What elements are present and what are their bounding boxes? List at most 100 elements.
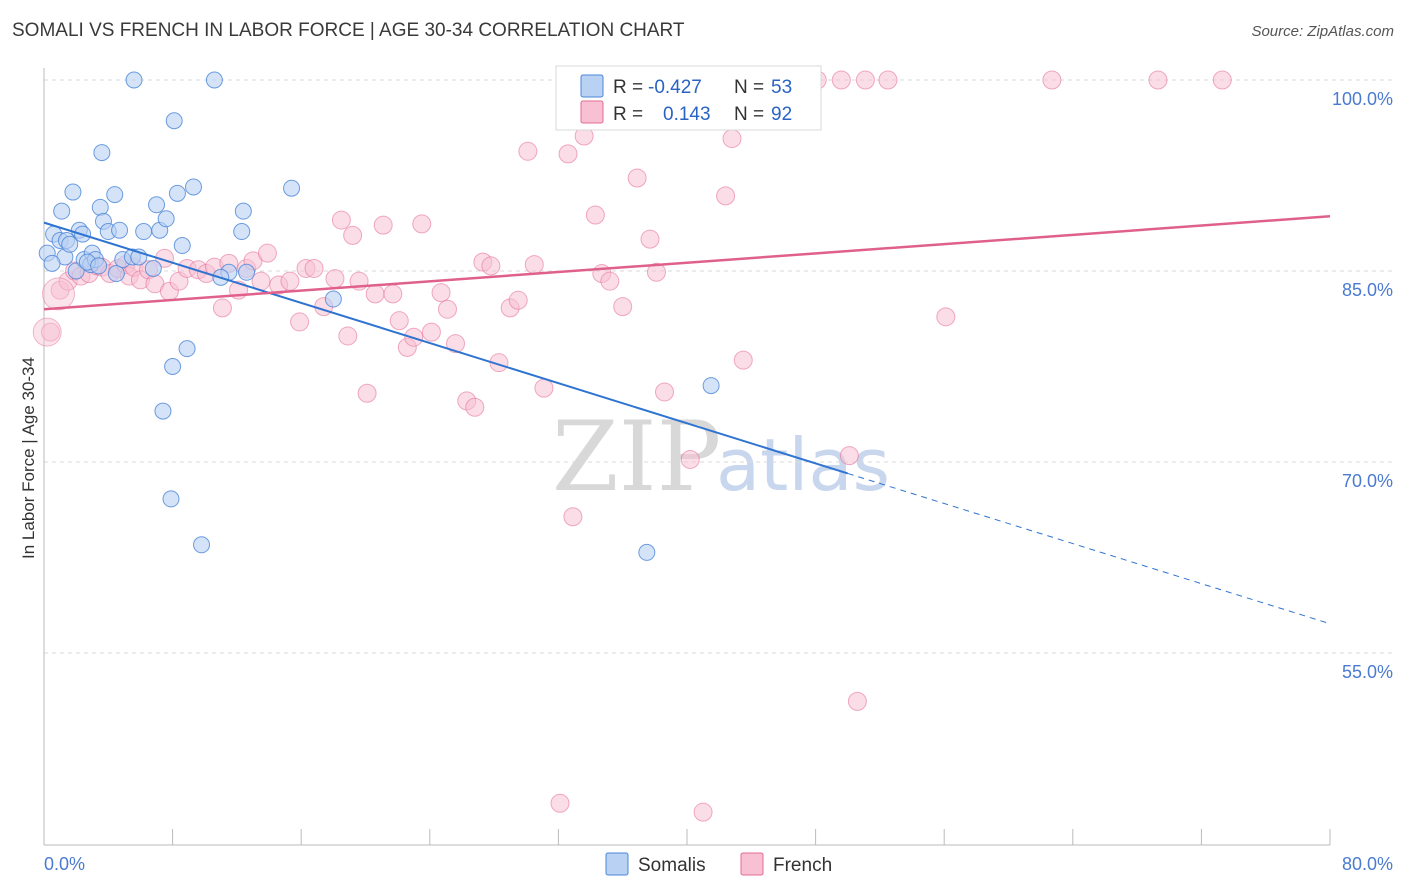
somali-point <box>61 235 79 253</box>
french-point <box>357 383 377 403</box>
somali-point <box>178 340 196 358</box>
watermark-atlas: atlas <box>716 423 890 507</box>
french-point <box>40 322 60 342</box>
y-axis-label: In Labor Force | Age 30-34 <box>19 357 38 559</box>
series-legend-label-french: French <box>773 855 832 876</box>
somali-point <box>91 198 109 216</box>
somali-point <box>53 202 71 220</box>
somali-point <box>233 223 251 241</box>
somali-trend-line <box>43 221 849 475</box>
somali-point <box>168 184 186 202</box>
french-point <box>585 205 605 225</box>
series-legend-swatch-somalis <box>605 852 629 876</box>
french-point <box>839 446 859 466</box>
french-point <box>1212 70 1232 90</box>
y-tick-label: 70.0% <box>1342 471 1393 491</box>
somali-point <box>148 196 166 214</box>
series-legend-swatch-french <box>740 852 764 876</box>
french-point <box>1148 70 1168 90</box>
somali-point <box>111 221 129 239</box>
chart-title: SOMALI VS FRENCH IN LABOR FORCE | AGE 30… <box>12 20 685 41</box>
somali-point <box>93 144 111 162</box>
somali-point <box>135 223 153 241</box>
somali-point <box>90 257 108 275</box>
french-point <box>600 271 620 291</box>
y-tick-label: 100.0% <box>1332 89 1393 109</box>
legend-n-value-somalis: 53 <box>771 77 792 98</box>
french-point <box>290 312 310 332</box>
legend-swatch-french <box>580 100 604 124</box>
somali-points <box>38 71 720 561</box>
french-point <box>716 186 736 206</box>
french-points <box>32 70 1232 822</box>
somali-point <box>107 265 125 283</box>
correlation-legend: R = -0.427 N = 53 R = 0.143 N = 92 <box>555 65 822 131</box>
somali-point <box>184 178 202 196</box>
somali-point <box>164 358 182 375</box>
french-point <box>733 350 753 370</box>
french-point <box>1042 70 1062 90</box>
somali-trend-projection <box>847 472 1331 625</box>
french-point <box>437 299 457 319</box>
french-point <box>878 70 898 90</box>
french-point <box>412 214 432 234</box>
french-point <box>550 793 570 813</box>
somali-point <box>144 259 162 277</box>
y-tick-label: 55.0% <box>1342 662 1393 682</box>
french-point <box>831 70 851 90</box>
french-point <box>613 297 633 317</box>
french-point <box>481 256 501 276</box>
french-point <box>389 311 409 331</box>
grid-layer <box>44 79 1392 654</box>
french-point <box>936 307 956 327</box>
french-point <box>722 129 742 149</box>
legend-r-value-somalis: -0.427 <box>648 77 702 98</box>
french-point <box>304 258 324 278</box>
french-point <box>257 243 277 263</box>
somali-point <box>205 71 223 89</box>
french-point <box>331 210 351 230</box>
french-point <box>518 141 538 161</box>
somali-point <box>43 254 61 272</box>
french-point <box>280 271 300 291</box>
french-point <box>343 225 363 245</box>
tick-layer: 55.0% 70.0% 85.0% 100.0% 0.0% 80.0% <box>44 89 1393 874</box>
french-point <box>563 507 583 527</box>
french-point <box>373 215 393 235</box>
trend-layer <box>43 214 1331 625</box>
somali-point <box>64 183 82 201</box>
axes-layer <box>43 68 1331 846</box>
french-point <box>431 283 451 303</box>
somali-point <box>324 290 342 308</box>
french-point <box>508 290 528 310</box>
legend-n-value-french: 92 <box>771 104 792 125</box>
legend-n-label-french: N = <box>734 104 764 125</box>
french-point <box>365 284 385 304</box>
series-legend: Somalis French <box>605 852 832 876</box>
source-credit: Source: ZipAtlas.com <box>1251 23 1394 40</box>
somali-point <box>283 179 301 197</box>
legend-r-value-french: 0.143 <box>663 104 711 125</box>
french-point <box>524 255 544 275</box>
somali-point <box>238 263 256 281</box>
french-point <box>680 449 700 469</box>
french-point-cluster <box>32 317 62 347</box>
french-point <box>421 322 441 342</box>
somali-point <box>165 112 183 130</box>
french-point <box>693 802 713 822</box>
legend-r-label-french: R = <box>613 104 643 125</box>
french-point-cluster <box>41 277 75 311</box>
series-legend-label-somalis: Somalis <box>638 855 706 876</box>
french-point <box>646 262 666 282</box>
somali-point <box>125 71 143 89</box>
somali-point <box>154 402 172 420</box>
somali-point <box>157 210 175 228</box>
french-point <box>640 229 660 249</box>
legend-r-label-somalis: R = <box>613 77 643 98</box>
legend-n-label-somalis: N = <box>734 77 764 98</box>
french-point <box>847 691 867 711</box>
x-tick-label-min: 0.0% <box>44 854 85 874</box>
french-point <box>212 298 232 318</box>
somali-point <box>193 536 211 554</box>
french-point <box>446 334 466 354</box>
